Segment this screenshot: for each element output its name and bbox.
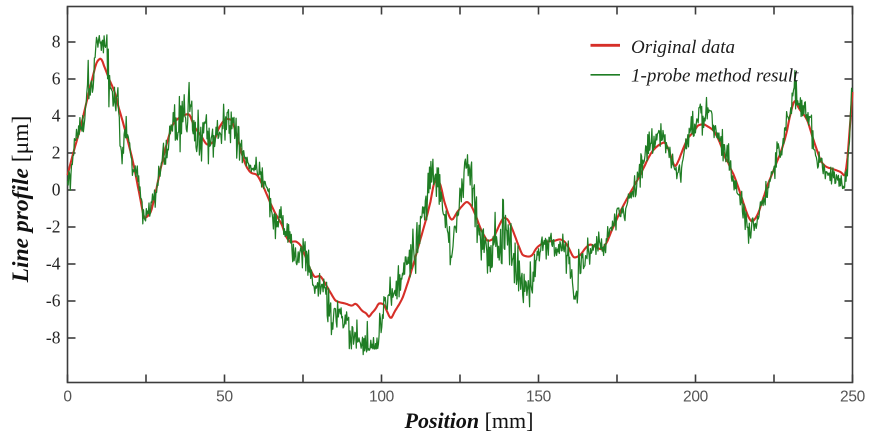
svg-text:50: 50 [216,389,233,406]
svg-text:250: 250 [840,389,866,406]
svg-text:8: 8 [52,32,61,52]
svg-text:-2: -2 [46,217,61,237]
svg-text:Line profile [μm]: Line profile [μm] [8,116,34,284]
svg-text:200: 200 [683,389,709,406]
svg-text:-4: -4 [46,254,61,274]
svg-text:Position [mm]: Position [mm] [404,408,534,433]
svg-text:Original data: Original data [631,37,735,58]
svg-text:150: 150 [526,389,552,406]
svg-text:0: 0 [52,180,61,200]
svg-text:6: 6 [52,69,61,89]
svg-text:100: 100 [369,389,395,406]
svg-text:0: 0 [63,389,72,406]
svg-text:1-probe method result: 1-probe method result [631,66,799,87]
svg-text:-6: -6 [46,291,61,311]
svg-text:2: 2 [52,143,61,163]
svg-text:-8: -8 [46,328,61,348]
svg-text:4: 4 [52,106,61,126]
